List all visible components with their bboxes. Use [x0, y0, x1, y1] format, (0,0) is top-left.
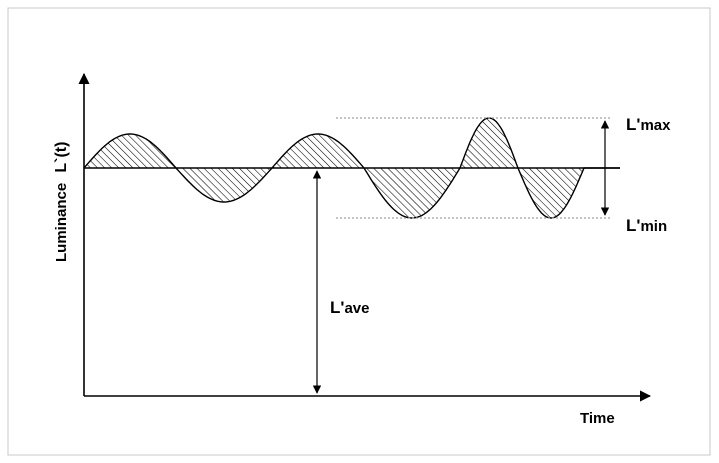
- min-label: L'min: [626, 216, 667, 235]
- ave-label-main: L': [330, 298, 344, 317]
- max-label: L'max: [626, 115, 671, 134]
- x-axis-label: Time: [580, 410, 615, 427]
- ave-label-sub: ave: [344, 300, 369, 317]
- y-axis-label: Luminance: [53, 183, 70, 262]
- min-label-main: L': [626, 216, 640, 235]
- y-axis-title: Luminance L`(t): [53, 142, 70, 262]
- waveform-curve: [83, 117, 620, 219]
- max-label-main: L': [626, 115, 640, 134]
- max-label-sub: max: [640, 117, 671, 134]
- min-label-sub: min: [640, 218, 667, 235]
- ave-label: L'ave: [330, 298, 369, 317]
- svg-text:Luminance L`(t): Luminance L`(t): [53, 142, 70, 262]
- outer-border: [7, 7, 711, 456]
- y-axis-symbol: L`(t): [53, 142, 70, 173]
